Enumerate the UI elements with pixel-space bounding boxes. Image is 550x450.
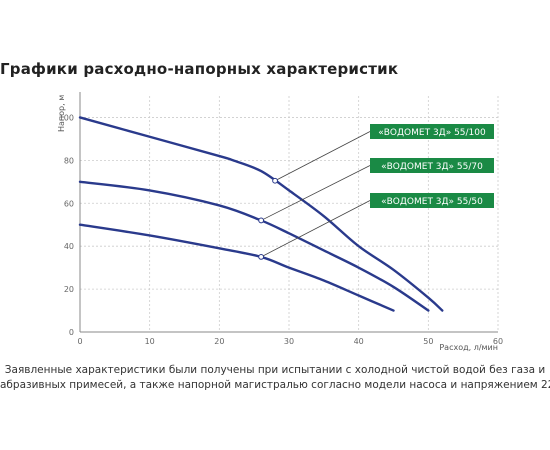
x-tick-label: 10 <box>145 337 155 346</box>
legend-label: «ВОДОМЕТ 3Д» 55/70 <box>381 162 483 172</box>
y-axis-label: Напор, м <box>57 95 66 132</box>
y-tick-label: 60 <box>64 199 74 208</box>
series-line <box>78 223 395 312</box>
x-tick-label: 30 <box>284 337 294 346</box>
y-tick-label: 100 <box>59 113 74 122</box>
legend-label-bg <box>370 158 494 173</box>
page-title: Графики расходно-напорных характеристик <box>0 60 399 78</box>
x-tick-label: 60 <box>493 337 503 346</box>
y-tick-label: 40 <box>64 242 74 251</box>
tick-labels: 0 20 40 60 80 100 0 10 20 30 40 50 60 <box>59 113 503 346</box>
x-tick-label: 50 <box>423 337 433 346</box>
x-tick-label: 20 <box>214 337 224 346</box>
series-line <box>78 116 444 312</box>
footnote-line-1: Заявленные характеристики были получены … <box>4 364 546 376</box>
x-tick-label: 40 <box>354 337 364 346</box>
leader-line <box>260 200 371 258</box>
y-tick-label: 0 <box>69 328 74 337</box>
legend-label-bg <box>370 193 494 208</box>
legend-label-bg <box>370 124 494 139</box>
series-line <box>78 180 430 312</box>
legend: «ВОДОМЕТ 3Д» 55/100 «ВОДОМЕТ 3Д» 55/70 «ВО… <box>370 124 494 208</box>
x-tick-label: 0 <box>77 337 82 346</box>
leader-line <box>274 131 371 182</box>
y-tick-label: 20 <box>64 285 74 294</box>
footnote-line-2: абразивных примесей, а также напорной ма… <box>0 379 550 391</box>
leader-line <box>260 165 371 221</box>
x-axis-label: Расход, л/мин <box>439 343 498 352</box>
series-marker <box>272 177 278 184</box>
series-marker <box>258 217 265 224</box>
legend-label: «ВОДОМЕТ 3Д» 55/100 <box>378 128 486 138</box>
axes <box>79 92 498 333</box>
chart: 0 20 40 60 80 100 0 10 20 30 40 50 60 «ВОДОМЕТ 3Д» 5… <box>57 92 503 352</box>
y-tick-label: 80 <box>64 156 74 165</box>
leader-lines <box>260 131 371 258</box>
series-marker <box>258 254 265 260</box>
legend-label: «ВОДОМЕТ 3Д» 55/50 <box>381 197 483 207</box>
series-markers <box>258 177 278 260</box>
series-lines <box>78 116 444 312</box>
